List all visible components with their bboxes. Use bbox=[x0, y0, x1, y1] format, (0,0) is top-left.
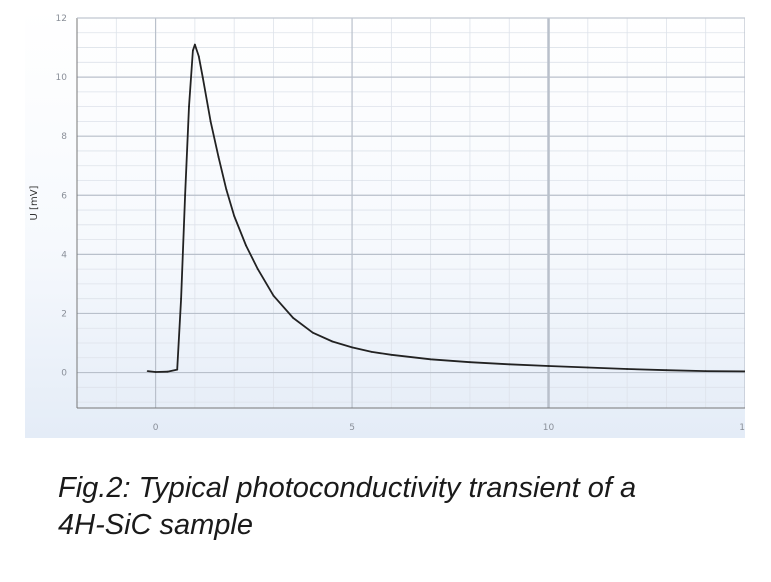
data-point bbox=[744, 370, 745, 373]
data-point bbox=[311, 331, 314, 334]
data-point bbox=[225, 188, 228, 191]
data-point bbox=[292, 317, 294, 319]
x-tick-label: 10 bbox=[543, 423, 555, 433]
caption-line-1: Fig.2: Typical photoconductivity transie… bbox=[58, 472, 637, 504]
data-point bbox=[665, 369, 668, 372]
data-point bbox=[184, 194, 187, 197]
grid bbox=[76, 17, 745, 408]
series-layer bbox=[146, 43, 745, 373]
y-tick-label: 10 bbox=[56, 73, 68, 83]
data-point bbox=[245, 244, 247, 247]
y-tick-label: 0 bbox=[61, 369, 67, 379]
chart-area: 0 5 10 15 0 2 4 6 8 10 12 U [mV] bbox=[25, 8, 745, 438]
data-point bbox=[192, 49, 194, 52]
data-point bbox=[209, 120, 212, 123]
x-tick-label: 15 bbox=[739, 423, 745, 433]
x-tick-label: 5 bbox=[349, 423, 355, 433]
data-point bbox=[508, 363, 511, 366]
data-point bbox=[233, 215, 236, 217]
y-tick-label: 12 bbox=[56, 14, 67, 24]
tick-labels: 0 5 10 15 0 2 4 6 8 10 12 bbox=[56, 14, 745, 433]
data-point bbox=[176, 368, 179, 371]
data-point bbox=[201, 76, 204, 78]
data-point bbox=[370, 351, 373, 353]
data-point bbox=[626, 368, 628, 370]
data-point bbox=[469, 361, 471, 364]
x-tick-label: 0 bbox=[153, 423, 159, 433]
data-point bbox=[146, 370, 149, 372]
data-point bbox=[217, 156, 220, 158]
data-point bbox=[154, 371, 157, 373]
data-point bbox=[180, 297, 183, 300]
y-tick-label: 4 bbox=[61, 250, 67, 260]
y-tick-label: 2 bbox=[61, 309, 67, 319]
transient-chart: 0 5 10 15 0 2 4 6 8 10 12 U [mV] bbox=[29, 14, 745, 433]
data-point bbox=[194, 43, 196, 46]
data-point bbox=[166, 370, 169, 373]
data-point bbox=[704, 370, 707, 372]
figure-caption: Fig.2: Typical photoconductivity transie… bbox=[58, 470, 748, 544]
data-point bbox=[429, 358, 432, 361]
data-point bbox=[331, 340, 334, 343]
caption-line-2: 4H-SiC sample bbox=[58, 509, 253, 541]
transient-series-line bbox=[147, 43, 745, 373]
data-point bbox=[390, 353, 393, 356]
y-tick-label: 6 bbox=[61, 191, 67, 201]
y-axis-label: U [mV] bbox=[29, 185, 40, 220]
data-point bbox=[586, 366, 589, 369]
data-point bbox=[272, 294, 275, 297]
data-point bbox=[197, 55, 200, 58]
data-point bbox=[188, 105, 190, 108]
data-point bbox=[351, 346, 353, 349]
data-point bbox=[256, 268, 259, 270]
axes bbox=[76, 17, 745, 409]
y-tick-label: 8 bbox=[61, 132, 67, 142]
data-point bbox=[547, 365, 550, 367]
